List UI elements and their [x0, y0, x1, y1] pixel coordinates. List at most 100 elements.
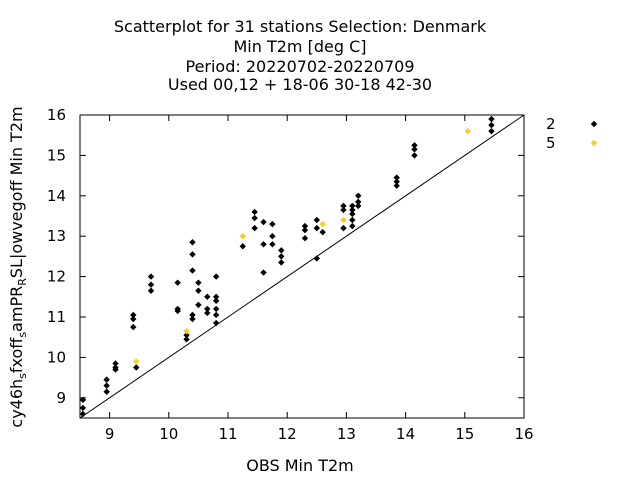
- data-point-series-2: [130, 315, 137, 323]
- data-point-series-2: [278, 247, 285, 254]
- data-point-series-2: [251, 214, 258, 222]
- x-axis-ticks: 9 10 11 12 13 14 15 16: [105, 115, 534, 443]
- data-point-series-2: [269, 220, 276, 228]
- data-point-series-2: [133, 364, 140, 371]
- data-point-series-2: [393, 174, 400, 181]
- x-tick-label: 15: [455, 425, 474, 443]
- data-point-series-2: [174, 307, 181, 315]
- data-point-series-2: [340, 206, 347, 214]
- data-point-series-5: [340, 216, 347, 224]
- data-point-series-2: [278, 253, 285, 260]
- data-point-series-2: [349, 202, 356, 210]
- y-tick-label: 9: [56, 389, 66, 407]
- data-point-series-2: [269, 233, 276, 240]
- data-point-series-2: [349, 206, 356, 214]
- data-point-series-2: [313, 224, 320, 232]
- data-point-series-2: [130, 311, 137, 319]
- identity-line: [79, 114, 525, 419]
- y-tick-label: 13: [47, 227, 66, 245]
- data-point-series-5: [239, 233, 246, 240]
- legend-label-5: 5: [546, 134, 556, 152]
- data-point-series-2: [260, 218, 267, 226]
- data-point-series-2: [204, 309, 211, 317]
- data-point-series-2: [251, 224, 258, 232]
- data-point-series-2: [79, 410, 87, 418]
- data-point-series-2: [183, 331, 190, 339]
- data-point-series-2: [411, 142, 418, 149]
- y-label-part: SL|owvegoff Min T2m: [7, 106, 26, 278]
- data-point-series-2: [112, 360, 119, 367]
- data-point-series-2: [488, 127, 495, 135]
- data-point-series-2: [340, 202, 347, 210]
- chart-title: Scatterplot for 31 stations Selection: D…: [114, 17, 487, 94]
- data-point-series-2: [103, 388, 110, 395]
- data-point-series-2: [355, 192, 362, 199]
- data-point-series-2: [79, 404, 87, 412]
- data-point-series-2: [189, 311, 196, 319]
- data-point-series-2: [411, 146, 418, 153]
- data-point-series-2: [301, 226, 309, 234]
- data-point-series-2: [260, 241, 267, 248]
- data-point-series-2: [189, 267, 196, 274]
- data-point-series-2: [204, 305, 211, 313]
- data-point-series-2: [103, 382, 110, 389]
- data-point-series-2: [195, 279, 202, 286]
- y-axis-label: cy46hsfxoffsamPRRSL|owvegoff Min T2m: [7, 106, 29, 427]
- data-point-series-2: [349, 216, 356, 224]
- y-label-subscript: s: [16, 332, 29, 338]
- x-tick-label: 14: [396, 425, 415, 443]
- data-point-series-2: [239, 243, 246, 250]
- y-label-part: cy46h: [7, 379, 26, 428]
- legend-marker-2: [590, 120, 598, 128]
- data-point-series-5: [133, 358, 140, 365]
- data-point-series-2: [319, 228, 326, 236]
- data-point-series-2: [204, 293, 211, 300]
- y-label-part: fxoff: [7, 337, 26, 373]
- title-line-2: Min T2m [deg C]: [234, 37, 367, 56]
- data-point-series-2: [411, 152, 418, 159]
- data-point-series-2: [355, 202, 362, 210]
- y-tick-label: 15: [47, 146, 66, 164]
- data-point-series-5: [464, 127, 471, 135]
- data-point-series-2: [212, 311, 220, 319]
- data-point-series-2: [130, 323, 137, 331]
- title-line-4: Used 00,12 + 18-06 30-18 42-30: [168, 75, 432, 94]
- data-point-series-2: [189, 239, 196, 246]
- y-axis-ticks: 9 10 11 12 13 14 15 16: [47, 106, 524, 407]
- data-point-series-2: [147, 281, 155, 288]
- x-axis-label: OBS Min T2m: [246, 456, 354, 475]
- data-point-series-2: [174, 279, 181, 286]
- y-tick-label: 11: [47, 308, 66, 326]
- y-tick-label: 14: [47, 187, 66, 205]
- plot-frame: [79, 114, 525, 419]
- data-point-series-2: [189, 251, 196, 258]
- data-point-series-2: [349, 210, 356, 218]
- data-point-series-2: [269, 241, 276, 248]
- data-point-series-2: [195, 287, 202, 294]
- data-point-series-2: [103, 376, 110, 383]
- data-point-series-2: [79, 396, 87, 404]
- data-point-series-2: [488, 115, 495, 123]
- y-label-subscript: s: [16, 373, 29, 379]
- data-point-series-2: [147, 273, 155, 280]
- legend: 25: [546, 115, 598, 152]
- y-tick-label: 12: [47, 268, 66, 286]
- data-point-series-2: [251, 208, 258, 216]
- data-point-series-2: [212, 293, 220, 300]
- data-point-series-5: [183, 327, 190, 335]
- data-point-series-2: [147, 287, 155, 294]
- legend-marker-5: [590, 139, 598, 147]
- data-point-series-2: [313, 255, 320, 262]
- y-tick-label: 10: [47, 348, 66, 366]
- x-tick-label: 13: [337, 425, 356, 443]
- data-point-series-2: [301, 222, 309, 230]
- data-point-series-2: [393, 182, 400, 189]
- data-point-series-5: [319, 220, 326, 228]
- y-label-subscript: R: [16, 278, 29, 286]
- data-point-series-2: [260, 269, 267, 276]
- data-point-series-2: [183, 336, 190, 343]
- data-points: [79, 115, 495, 418]
- data-point-series-2: [340, 224, 347, 232]
- data-point-series-2: [112, 366, 119, 373]
